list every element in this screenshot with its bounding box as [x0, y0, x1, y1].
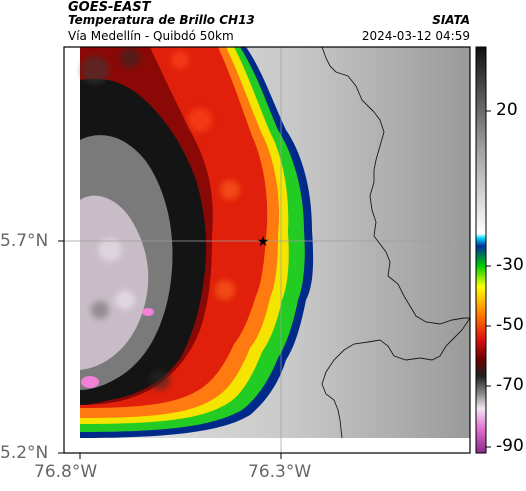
- timestamp: 2024-03-12 04:59: [361, 29, 470, 43]
- lon-tick-label: 76.8°W: [34, 462, 98, 482]
- colorbar-tick-label: -90: [496, 436, 524, 456]
- agency-label: SIATA: [432, 13, 470, 27]
- product-title: Temperatura de Brillo CH13: [68, 13, 255, 27]
- satellite-name: GOES-EAST: [68, 0, 151, 15]
- brightness-temperature-field: ★: [64, 47, 470, 453]
- cloud-pink-spot-2: [142, 308, 154, 316]
- map-frame: [63, 46, 471, 454]
- cloud-lightgray-overshoot: [80, 195, 149, 370]
- cloud-texture: [81, 48, 240, 390]
- lat-tick-label: 5.2°N: [0, 443, 49, 463]
- lat-tick-label: 5.7°N: [0, 231, 49, 251]
- colorbar-ticks: [486, 110, 491, 448]
- cloud-pink-spot-1: [81, 376, 99, 388]
- region-subtitle: Vía Medellín - Quibdó 50km: [68, 29, 234, 43]
- colorbar-tick-label: -30: [496, 255, 524, 275]
- boundary-lines: [321, 47, 470, 439]
- lon-tick-label: 76.3°W: [248, 462, 312, 482]
- colorbar-tick-label: -50: [496, 315, 524, 335]
- station-star-icon: ★: [257, 234, 270, 250]
- colorbar: [475, 46, 487, 454]
- colorbar-tick-label: -70: [496, 375, 524, 395]
- colorbar-tick-label: 20: [496, 100, 518, 120]
